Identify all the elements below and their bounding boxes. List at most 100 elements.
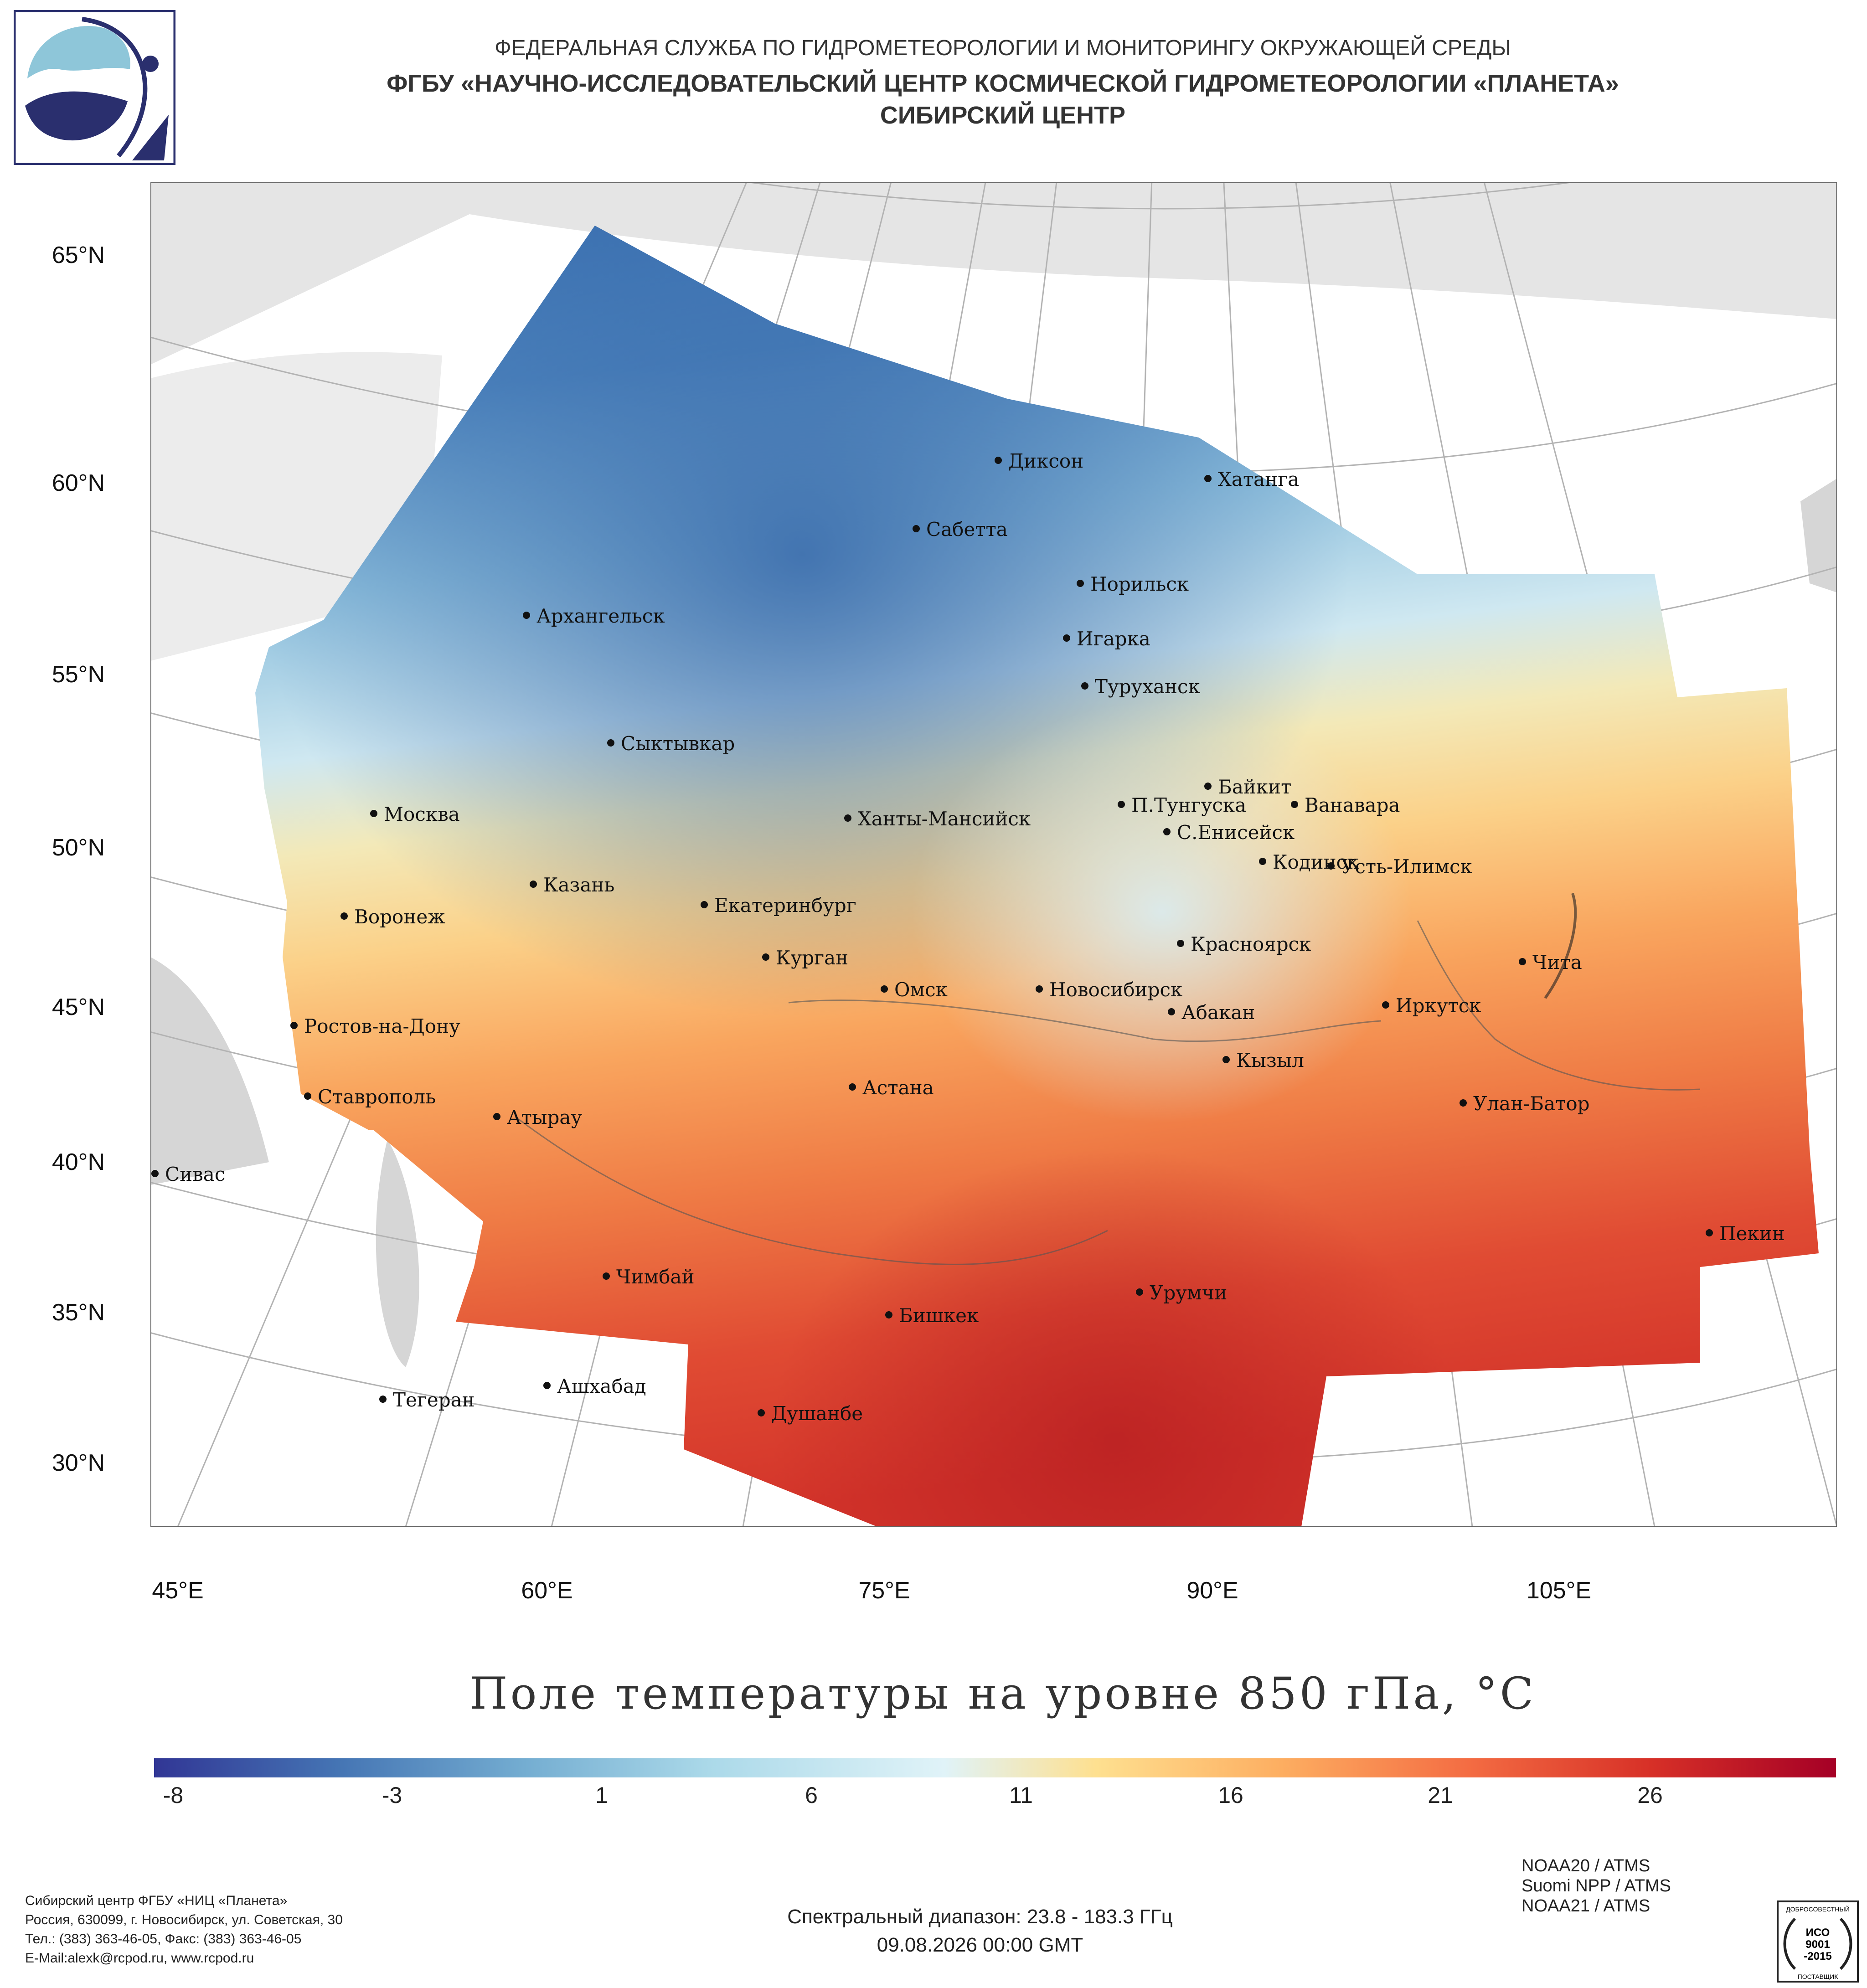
- city-dot: [995, 457, 1002, 464]
- spectral-range: Спектральный диапазон: 23.8 - 183.3 ГГц: [787, 1906, 1173, 1928]
- header-organization: ФГБУ «НАУЧНО-ИССЛЕДОВАТЕЛЬСКИЙ ЦЕНТР КОС…: [387, 70, 1619, 97]
- city-dot: [370, 810, 377, 817]
- city-dot: [493, 1113, 500, 1120]
- latitude-label: 65°N: [52, 242, 105, 268]
- city-dot: [1036, 985, 1043, 993]
- city-label: Чимбай: [616, 1266, 694, 1288]
- city-marker: Атырау: [493, 1106, 582, 1128]
- city-marker: С.Енисейск: [1163, 821, 1295, 844]
- city-marker: Хатанга: [1204, 468, 1299, 490]
- colorbar-tick-label: 11: [1009, 1782, 1033, 1808]
- sensor-item: NOAA21 / ATMS: [1521, 1896, 1650, 1916]
- city-dot: [844, 814, 851, 822]
- city-marker: Сабетта: [913, 518, 1008, 541]
- city-label: Ставрополь: [318, 1086, 436, 1108]
- city-label: Бишкек: [899, 1304, 979, 1327]
- city-label: Сивас: [165, 1163, 225, 1185]
- city-label: Сабетта: [926, 518, 1008, 541]
- city-marker: Воронеж: [340, 906, 445, 928]
- city-marker: Туруханск: [1081, 675, 1200, 698]
- city-marker: Екатеринбург: [701, 894, 856, 917]
- city-label: Сыктывкар: [621, 732, 735, 755]
- city-dot: [1063, 634, 1070, 642]
- city-dot: [1204, 783, 1212, 790]
- city-label: Архангельск: [536, 605, 665, 627]
- city-marker: Урумчи: [1136, 1282, 1227, 1304]
- city-dot: [607, 739, 614, 747]
- longitude-label: 75°E: [858, 1577, 910, 1604]
- city-label: Воронеж: [354, 906, 445, 928]
- city-dot: [1519, 958, 1526, 965]
- city-dot: [1118, 801, 1125, 808]
- temperature-colorbar: [154, 1758, 1836, 1777]
- colorbar-tick-label: 26: [1637, 1782, 1663, 1808]
- city-dot: [758, 1409, 765, 1416]
- city-label: Екатеринбург: [714, 894, 856, 917]
- city-marker: Ханты-Мансийск: [844, 808, 1031, 830]
- city-marker: Новосибирск: [1036, 979, 1182, 1001]
- city-label: Байкит: [1218, 776, 1291, 798]
- city-dot: [340, 912, 348, 920]
- product-info: Спектральный диапазон: 23.8 - 183.3 ГГц …: [638, 1903, 1322, 1959]
- city-dot: [1177, 940, 1184, 947]
- city-marker: Байкит: [1204, 776, 1291, 798]
- city-marker: Ашхабад: [543, 1375, 646, 1397]
- colorbar-tick-label: 1: [595, 1782, 608, 1808]
- city-marker: Улан-Батор: [1460, 1092, 1590, 1115]
- colorbar-tick-label: -3: [382, 1782, 402, 1808]
- latitude-label: 30°N: [52, 1450, 105, 1476]
- city-label: Туруханск: [1095, 675, 1200, 698]
- city-marker: Ванавара: [1291, 794, 1400, 816]
- city-dot: [1460, 1099, 1467, 1107]
- city-marker: Усть-Илимск: [1327, 855, 1472, 878]
- city-marker: Диксон: [995, 450, 1083, 472]
- org-email: E-Mail:alexk@rcpod.ru, www.rcpod.ru: [25, 1951, 254, 1966]
- city-marker: Тегеран: [379, 1389, 475, 1411]
- city-marker: Сивас: [151, 1163, 225, 1185]
- city-marker: Астана: [849, 1076, 934, 1099]
- city-label: Омск: [894, 979, 948, 1001]
- iso-bottom-text: ПОСТАВЩИК: [1798, 1973, 1839, 1980]
- city-label: Пекин: [1719, 1222, 1785, 1245]
- city-marker: Норильск: [1077, 573, 1189, 595]
- city-marker: Кызыл: [1222, 1049, 1304, 1071]
- city-label: Хатанга: [1218, 468, 1299, 490]
- city-marker: Омск: [881, 979, 948, 1001]
- city-label: Ванавара: [1305, 794, 1400, 816]
- city-dot: [523, 612, 530, 619]
- city-dot: [379, 1396, 387, 1403]
- city-marker: Сыктывкар: [607, 732, 735, 755]
- city-dot: [1168, 1008, 1175, 1015]
- city-dot: [1204, 475, 1212, 482]
- city-label: Диксон: [1008, 450, 1083, 472]
- longitude-label: 45°E: [152, 1577, 204, 1604]
- city-dot: [1706, 1229, 1713, 1236]
- latitude-label: 60°N: [52, 470, 105, 496]
- city-markers: Диксон Хатанга Сабетта Норильск Архангельск И…: [151, 450, 1785, 1425]
- city-label: Ханты-Мансийск: [858, 808, 1031, 830]
- header-center: СИБИРСКИЙ ЦЕНТР: [880, 102, 1126, 129]
- city-dot: [1222, 1056, 1230, 1063]
- city-label: Курган: [776, 947, 848, 969]
- city-label: Абакан: [1181, 1001, 1255, 1024]
- city-label: Казань: [543, 874, 614, 896]
- city-marker: Казань: [530, 874, 614, 896]
- city-label: Атырау: [507, 1106, 582, 1128]
- city-marker: Абакан: [1168, 1001, 1255, 1024]
- org-address: Россия, 630099, г. Новосибирск, ул. Сове…: [25, 1912, 343, 1927]
- city-label: Ашхабад: [557, 1375, 646, 1397]
- city-dot: [603, 1272, 610, 1280]
- colorbar-tick-label: -8: [163, 1782, 184, 1808]
- city-label: Москва: [384, 803, 460, 825]
- city-dot: [1163, 828, 1171, 835]
- city-dot: [1077, 580, 1084, 587]
- city-label: Игарка: [1077, 628, 1150, 650]
- city-dot: [701, 901, 708, 908]
- observation-datetime: 09.08.2026 00:00 GMT: [877, 1934, 1083, 1956]
- city-label: Красноярск: [1191, 933, 1311, 955]
- city-dot: [1327, 862, 1335, 870]
- latitude-label: 55°N: [52, 661, 105, 688]
- city-dot: [881, 985, 888, 993]
- city-label: Ростов-на-Дону: [304, 1015, 460, 1037]
- city-dot: [151, 1170, 159, 1177]
